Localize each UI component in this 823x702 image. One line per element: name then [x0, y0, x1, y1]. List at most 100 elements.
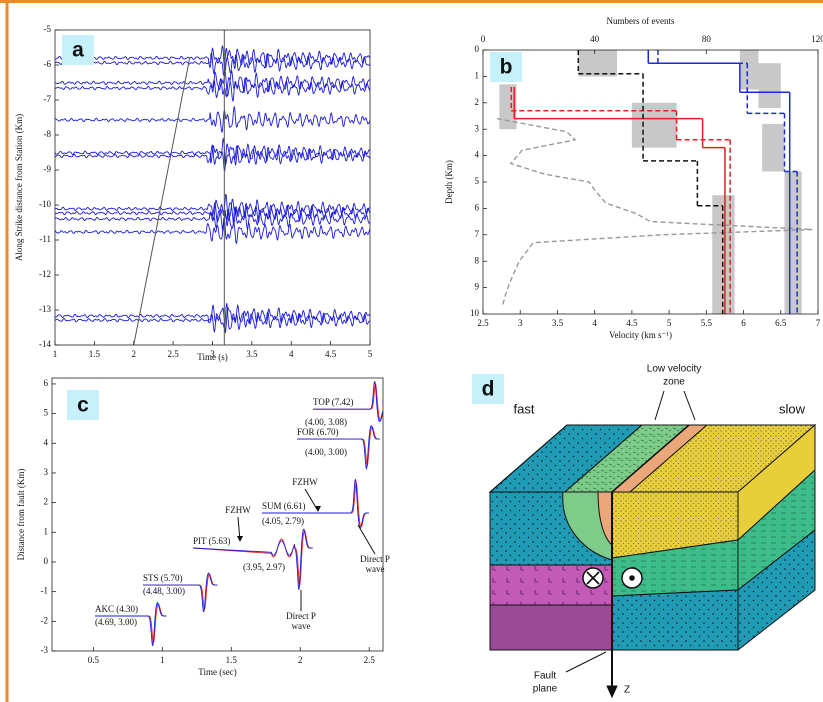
fault-label: Fault [534, 671, 556, 682]
trace [55, 194, 370, 220]
uncertainty-band [758, 63, 780, 108]
y-tick-label: -7 [44, 94, 52, 104]
station-params: (3.95, 2.97) [243, 562, 285, 572]
x-tick-label: 6.5 [775, 318, 787, 328]
x-tick-label: 5 [368, 349, 373, 359]
y-axis-label: Distance from fault (Km) [16, 469, 26, 561]
station-label: STS (5.70) [143, 573, 183, 583]
panel-label: b [500, 56, 513, 79]
y-tick-label: -14 [39, 339, 51, 349]
direct-p-label: Direct P [360, 554, 390, 564]
x-tick-label: 2.5 [477, 318, 489, 328]
x-tick-label: 3 [518, 318, 523, 328]
x-tick-label: 7 [816, 318, 821, 328]
uncertainty-band [785, 171, 802, 314]
top-axis-title: Numbers of events [607, 16, 675, 26]
uncertainty-band [740, 50, 759, 90]
station-label: AKC (4.30) [95, 604, 138, 614]
x-tick-label: 0.5 [88, 655, 100, 665]
lvz-arrow [655, 391, 664, 420]
arrow-head [237, 536, 243, 542]
x-tick-label: 5.5 [701, 318, 713, 328]
station-label: SUM (6.61) [262, 501, 306, 511]
y-tick-label: 5 [475, 176, 480, 186]
x-tick-label: 2 [298, 655, 303, 665]
y-tick-label: 4 [475, 150, 480, 160]
trace [55, 218, 370, 244]
fast-label: fast [514, 401, 535, 416]
fault-arrow [607, 686, 617, 697]
block-diagram [490, 391, 815, 697]
x-tick-label: 2.5 [364, 655, 376, 665]
x-tick-label: 1.5 [89, 349, 101, 359]
trace [55, 139, 370, 165]
y-tick-label: 3 [44, 467, 49, 477]
x-tick-label: 5 [667, 318, 672, 328]
y-tick-label: -12 [39, 269, 51, 279]
y-tick-label: 9 [475, 282, 480, 292]
y-tick-label: 6 [475, 202, 480, 212]
direct-p-label: Direct P [286, 611, 316, 621]
y-tick-label: 10 [470, 308, 480, 318]
panel-label: c [77, 394, 89, 417]
station-params: (4.05, 2.79) [262, 516, 304, 526]
x-axis-label: Time (sec) [198, 667, 236, 677]
x-tick-label: 4 [289, 349, 294, 359]
y-tick-label: 0 [44, 556, 49, 566]
uncertainty-band [578, 50, 617, 76]
station-params: (4.69, 3.00) [95, 617, 137, 627]
x2-tick-label: 80 [702, 34, 712, 44]
x-tick-label: 6 [741, 318, 746, 328]
station-params: (4.48, 3.00) [143, 586, 185, 596]
y-tick-label: -9 [44, 164, 52, 174]
station-params: (4.00, 3.00) [305, 447, 347, 457]
panel-label: a [72, 39, 84, 62]
x-axis-label: Time (s) [197, 352, 227, 362]
fzhw-label: FZHW [225, 505, 251, 515]
figure: d fast slow Low velocity zone Fault plan… [0, 0, 823, 702]
y-tick-label: 1 [44, 526, 49, 536]
x-tick-label: 3.5 [552, 318, 564, 328]
y-tick-label: 2 [44, 497, 49, 507]
fzhw-label: FZHW [292, 477, 318, 487]
y-tick-label: -11 [39, 234, 51, 244]
y-tick-label: -5 [44, 24, 52, 34]
x-axis-label: Velocity (km s⁻¹) [609, 330, 672, 340]
y-tick-label: 3 [475, 123, 480, 133]
x-tick-label: 2 [132, 349, 137, 359]
y-tick-label: 0 [475, 44, 480, 54]
x2-tick-label: 120 [811, 34, 823, 44]
fault-label: plane [533, 684, 558, 695]
uncertainty-band [632, 103, 677, 148]
y-tick-label: 1 [475, 70, 480, 80]
lvz-arrow [684, 391, 695, 420]
lvz-label: Low velocity [647, 364, 701, 375]
direct-p-arrow [358, 525, 375, 554]
y-tick-label: -8 [44, 129, 52, 139]
station-label: TOP (7.42) [313, 397, 354, 407]
x-tick-label: 1.5 [226, 655, 238, 665]
moveout-line [134, 58, 190, 345]
panel-label: d [482, 378, 495, 401]
x2-tick-label: 0 [481, 34, 486, 44]
direct-p-label: wave [366, 564, 385, 574]
y-tick-label: -2 [41, 615, 49, 625]
uncertainty-band [762, 124, 784, 172]
x2-tick-label: 40 [590, 34, 600, 44]
y-tick-label: 4 [44, 437, 49, 447]
y-tick-label: 6 [44, 378, 49, 388]
station-label: PIT (5.63) [193, 536, 230, 546]
y-tick-label: -10 [39, 199, 51, 209]
trace [55, 144, 370, 171]
x-tick-label: 4.5 [325, 349, 337, 359]
fault-pointer [566, 652, 606, 672]
y-tick-label: 5 [44, 408, 49, 418]
station-label: FOR (6.70) [297, 427, 339, 437]
front-teal-right-texture [612, 590, 738, 650]
y-tick-label: 7 [475, 229, 480, 239]
y-axis-label: Along Strike distance from Station (Km) [14, 114, 24, 261]
plot-frame [55, 30, 370, 345]
y-tick-label: -13 [39, 304, 51, 314]
x-tick-label: 3.5 [246, 349, 258, 359]
station-params: (4.00, 3.08) [305, 417, 347, 427]
